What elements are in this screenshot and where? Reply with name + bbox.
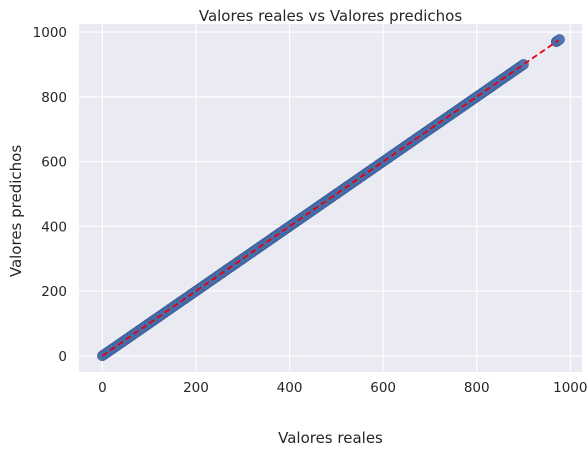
reference-line xyxy=(101,39,560,357)
chart-title: Valores reales vs Valores predichos xyxy=(199,7,462,25)
x-tick-label: 400 xyxy=(277,380,303,396)
x-tick-label: 200 xyxy=(183,380,209,396)
x-axis-label: Valores reales xyxy=(278,429,383,447)
y-tick-label: 0 xyxy=(58,349,67,365)
y-tick-label: 600 xyxy=(41,155,67,171)
x-tick-label: 800 xyxy=(464,380,490,396)
y-tick-labels: 0 200 400 600 800 1000 xyxy=(33,25,67,365)
x-tick-labels: 0 200 400 600 800 1000 xyxy=(98,380,587,396)
y-tick-label: 200 xyxy=(41,284,67,300)
y-axis-label: Valores predichos xyxy=(7,145,25,277)
x-tick-label: 600 xyxy=(370,380,396,396)
y-tick-label: 400 xyxy=(41,219,67,235)
reference-line-group xyxy=(101,39,560,357)
x-tick-label: 1000 xyxy=(553,380,587,396)
x-tick-label: 0 xyxy=(98,380,107,396)
y-tick-label: 800 xyxy=(41,90,67,106)
y-tick-label: 1000 xyxy=(33,25,67,41)
grid xyxy=(79,24,582,372)
